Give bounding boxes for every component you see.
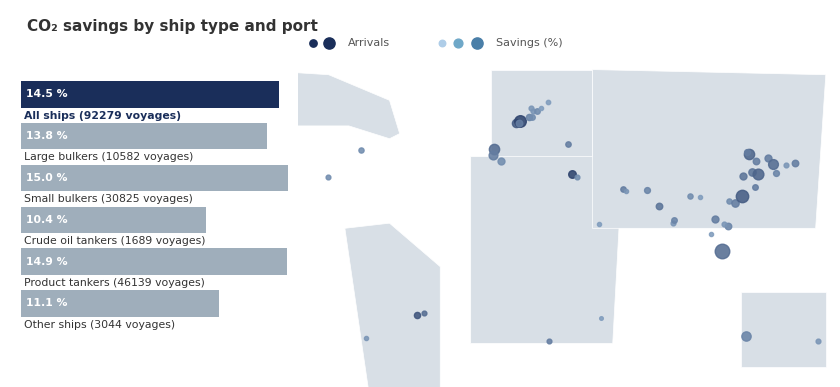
Point — [307, 39, 320, 46]
Point — [435, 39, 449, 46]
Point — [717, 221, 731, 227]
Point — [595, 315, 608, 321]
Point — [704, 231, 717, 237]
Text: 13.8 %: 13.8 % — [26, 131, 67, 141]
Point — [721, 223, 734, 229]
Point — [470, 39, 484, 46]
Point — [265, 164, 278, 171]
Text: 14.9 %: 14.9 % — [26, 257, 67, 267]
Point — [495, 158, 508, 164]
Point — [684, 193, 697, 199]
Point — [751, 171, 764, 177]
Text: Arrivals: Arrivals — [348, 38, 391, 48]
Point — [617, 186, 630, 192]
Point — [666, 220, 680, 226]
Point — [522, 114, 536, 120]
Point — [487, 146, 501, 152]
Point — [530, 108, 543, 115]
Point — [354, 147, 368, 153]
Point — [513, 118, 527, 124]
Point — [526, 108, 539, 115]
Text: Large bulkers (10582 voyages): Large bulkers (10582 voyages) — [24, 152, 193, 163]
Polygon shape — [592, 70, 826, 228]
Point — [748, 184, 762, 190]
Text: 15.0 %: 15.0 % — [26, 173, 67, 183]
Point — [411, 312, 424, 318]
Point — [746, 169, 759, 175]
Point — [486, 152, 500, 158]
Text: Crude oil tankers (1689 voyages): Crude oil tankers (1689 voyages) — [24, 236, 206, 246]
Point — [693, 194, 706, 200]
Point — [722, 197, 736, 204]
Point — [509, 120, 522, 126]
Polygon shape — [470, 157, 623, 344]
Point — [653, 202, 666, 209]
Text: Other ships (3044 voyages): Other ships (3044 voyages) — [24, 320, 176, 330]
Point — [561, 141, 575, 147]
Text: All ships (92279 voyages): All ships (92279 voyages) — [24, 111, 181, 121]
Text: Savings (%): Savings (%) — [496, 38, 563, 48]
Text: CO₂ savings by ship type and port: CO₂ savings by ship type and port — [27, 19, 318, 34]
FancyBboxPatch shape — [21, 81, 280, 108]
Point — [728, 200, 742, 206]
Text: Small bulkers (30825 voyages): Small bulkers (30825 voyages) — [24, 194, 193, 204]
Point — [565, 171, 579, 177]
Point — [525, 114, 538, 120]
Point — [619, 188, 633, 194]
Point — [417, 310, 430, 316]
Point — [512, 120, 526, 126]
Point — [769, 170, 783, 176]
Point — [592, 221, 606, 227]
Point — [525, 105, 538, 111]
Point — [715, 247, 728, 253]
Point — [323, 39, 336, 46]
Point — [452, 39, 465, 46]
Polygon shape — [345, 223, 440, 387]
Text: 14.5 %: 14.5 % — [26, 89, 67, 99]
Polygon shape — [741, 292, 826, 366]
FancyBboxPatch shape — [21, 165, 288, 191]
Text: 11.1 %: 11.1 % — [26, 298, 67, 308]
Point — [749, 158, 763, 164]
Point — [736, 193, 749, 199]
Point — [708, 216, 722, 222]
FancyBboxPatch shape — [21, 207, 207, 233]
Point — [322, 174, 335, 180]
Point — [811, 337, 825, 344]
Text: 10.4 %: 10.4 % — [26, 215, 67, 225]
Point — [360, 335, 373, 341]
Point — [570, 174, 584, 180]
FancyBboxPatch shape — [21, 123, 267, 149]
Point — [761, 155, 774, 161]
Point — [541, 99, 554, 105]
Point — [740, 149, 753, 155]
Point — [668, 217, 681, 223]
Polygon shape — [491, 70, 592, 164]
Point — [534, 105, 548, 111]
Point — [743, 151, 756, 157]
Point — [737, 173, 750, 179]
Point — [788, 160, 801, 166]
Point — [780, 162, 793, 168]
Point — [542, 337, 555, 344]
FancyBboxPatch shape — [21, 248, 286, 275]
Text: Product tankers (46139 voyages): Product tankers (46139 voyages) — [24, 278, 205, 288]
Point — [641, 187, 654, 194]
FancyBboxPatch shape — [21, 290, 218, 317]
Point — [766, 161, 780, 167]
Polygon shape — [171, 70, 400, 139]
Point — [739, 332, 753, 339]
